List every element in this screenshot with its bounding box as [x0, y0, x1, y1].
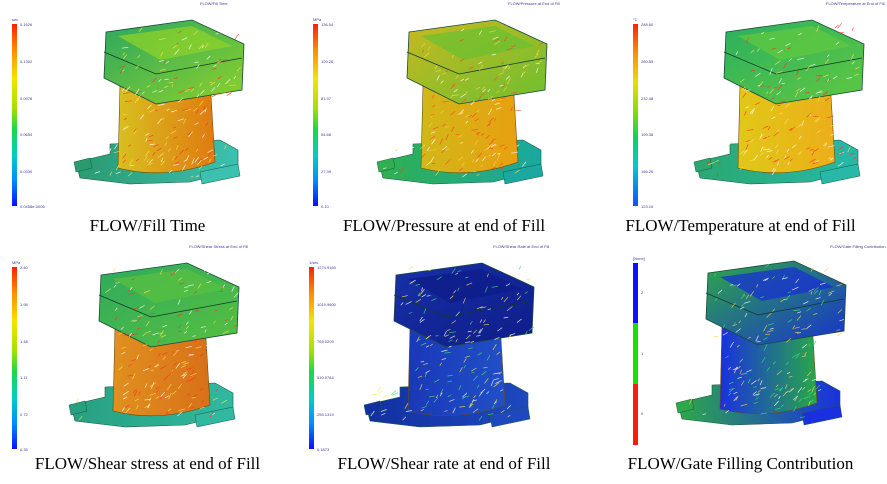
- legend-tick: 0.1873: [317, 447, 330, 452]
- legend-tick: 0.0978: [20, 96, 33, 101]
- legend-tick: 260.55: [641, 59, 654, 64]
- figure-caption: FLOW/Fill Time: [89, 216, 206, 235]
- plot-title: FLOW/Fill Time: [200, 1, 228, 6]
- legend-tick: 510.0784: [317, 375, 334, 380]
- plot-area: FLOW/Pressure at End of Fill MPa 136.54 …: [298, 0, 590, 209]
- legend-tick: 255.1319: [317, 412, 334, 417]
- figure-caption: FLOW/Temperature at end of Fill: [625, 216, 856, 235]
- legend-tick: 1019.9600: [317, 302, 336, 307]
- legend-tick: 199.38: [641, 132, 654, 137]
- molded-part-render: [363, 262, 535, 428]
- plot-area: FLOW/Temperature at End of Fill °C 288.6…: [594, 0, 887, 209]
- plot-title: FLOW/Pressure at End of Fill: [508, 1, 561, 6]
- legend-unit: 1/sec: [309, 260, 319, 265]
- molded-part-render: [675, 260, 847, 426]
- figure-caption: FLOW/Shear stress at end of Fill: [34, 454, 261, 473]
- legend-swatch: [633, 323, 638, 384]
- legend-swatch: [633, 384, 638, 445]
- legend-tick: 123.16: [641, 204, 654, 209]
- legend-tick: 0: [641, 411, 644, 416]
- molded-part-render: [693, 19, 865, 185]
- legend-tick: 1: [641, 351, 644, 356]
- legend-tick: 109.26: [321, 59, 334, 64]
- panel-fill-time: FLOW/Fill Time sec 0.1626 0.1302 0.0978 …: [0, 0, 295, 240]
- plot-area: FLOW/Shear Rate at End of Fill 1/sec 127…: [298, 243, 590, 452]
- color-legend: [None] 2 1 0: [633, 256, 645, 445]
- legend-tick: 1.48: [20, 339, 28, 344]
- figure-caption: FLOW/Pressure at end of Fill: [342, 216, 546, 235]
- figure-caption: FLOW/Gate Filling Contribution: [627, 454, 854, 473]
- legend-tick: 0.72: [20, 412, 28, 417]
- legend-unit: MPa: [313, 17, 322, 22]
- molded-part-render: [73, 19, 245, 185]
- legend-unit: MPa: [12, 260, 21, 265]
- legend-tick: 0.0330: [20, 169, 33, 174]
- color-legend: MPa 136.54 109.26 81.97 54.68 27.39 0.10: [313, 17, 333, 209]
- legend-tick: 136.54: [321, 22, 334, 27]
- plot-area: FLOW/Gate Filling Contribution [None] 2 …: [594, 243, 887, 448]
- legend-tick: 0.35: [20, 447, 28, 452]
- legend-tick: 232.48: [641, 96, 654, 101]
- plot-area: FLOW/Fill Time sec 0.1626 0.1302 0.0978 …: [0, 0, 295, 209]
- legend-tick: 0.0458e-0006: [20, 204, 45, 209]
- legend-tick: 166.26: [641, 169, 654, 174]
- plot-title: FLOW/Shear Rate at End of Fill: [493, 244, 550, 249]
- legend-unit: [None]: [633, 256, 645, 261]
- figure-caption: FLOW/Shear rate at end of Fill: [337, 454, 551, 473]
- legend-tick: 0.0654: [20, 132, 33, 137]
- legend-tick: 288.60: [641, 22, 654, 27]
- molded-part-render: [68, 262, 240, 428]
- legend-tick: 27.39: [321, 169, 332, 174]
- legend-tick: 1.11: [20, 375, 28, 380]
- color-legend: 1/sec 1274.9160 1019.9600 765.0209 510.0…: [309, 260, 336, 452]
- legend-tick: 1.95: [20, 302, 28, 307]
- legend-swatch: [633, 263, 638, 323]
- panel-shear-rate: FLOW/Shear Rate at End of Fill 1/sec 127…: [298, 243, 590, 484]
- color-legend: °C 288.60 260.55 232.48 199.38 166.26 12…: [633, 17, 653, 209]
- legend-tick: 2: [641, 290, 644, 295]
- color-legend: MPa 2.40 1.95 1.48 1.11 0.72 0.35: [12, 260, 28, 452]
- legend-tick: 2.40: [20, 265, 28, 270]
- legend-unit: °C: [633, 17, 638, 22]
- legend-tick: 0.1626: [20, 22, 33, 27]
- plot-title: FLOW/Gate Filling Contribution: [830, 244, 886, 249]
- panel-temperature: FLOW/Temperature at End of Fill °C 288.6…: [594, 0, 887, 240]
- legend-tick: 0.10: [321, 204, 329, 209]
- legend-unit: sec: [12, 17, 19, 22]
- legend-tick: 81.97: [321, 96, 332, 101]
- legend-tick: 765.0209: [317, 339, 334, 344]
- color-legend: sec 0.1626 0.1302 0.0978 0.0654 0.0330 0…: [12, 17, 45, 209]
- legend-tick: 1274.9160: [317, 265, 336, 270]
- legend-tick: 0.1302: [20, 59, 33, 64]
- plot-title: FLOW/Temperature at End of Fill: [826, 1, 885, 6]
- plot-area: FLOW/Shear Stress at End of Fill MPa 2.4…: [0, 243, 295, 452]
- panel-gate-filling: FLOW/Gate Filling Contribution [None] 2 …: [594, 243, 887, 484]
- panel-shear-stress: FLOW/Shear Stress at End of Fill MPa 2.4…: [0, 243, 295, 484]
- panel-pressure: FLOW/Pressure at End of Fill MPa 136.54 …: [298, 0, 590, 240]
- plot-title: FLOW/Shear Stress at End of Fill: [189, 244, 249, 249]
- molded-part-render: [376, 19, 548, 185]
- legend-tick: 54.68: [321, 132, 332, 137]
